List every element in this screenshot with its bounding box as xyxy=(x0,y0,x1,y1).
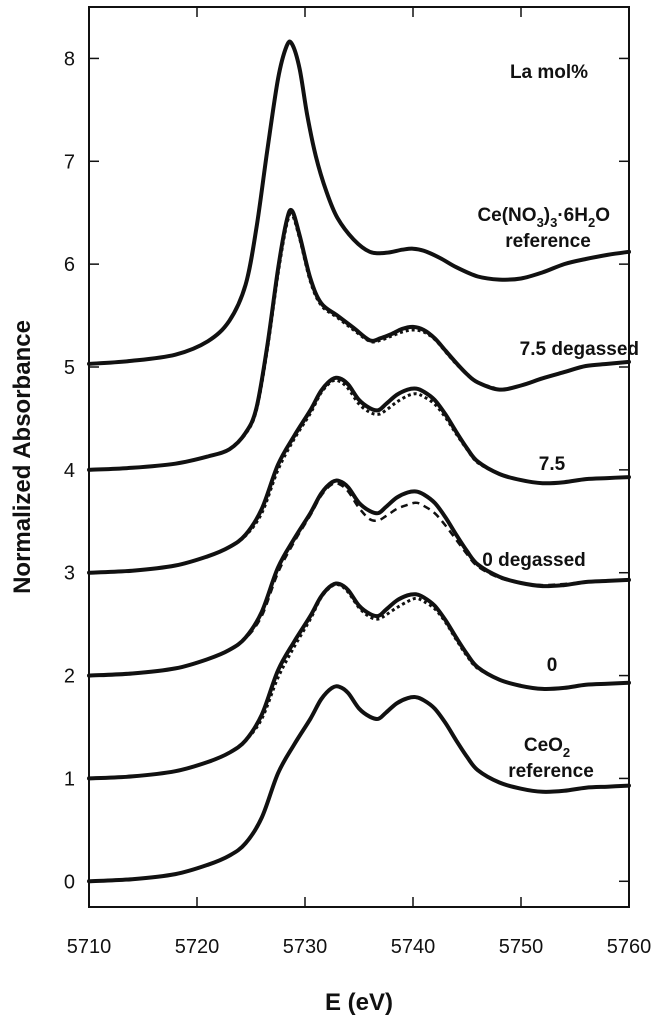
series-line-3 xyxy=(87,375,631,575)
label-0: 0 xyxy=(547,655,558,676)
x-tick-label: 5740 xyxy=(391,936,436,958)
label-cenitrate: Ce(NO3)3·6H2O xyxy=(477,205,610,230)
label-cenitrate-reference: reference xyxy=(505,231,591,252)
y-tick-label: 6 xyxy=(64,254,75,276)
y-tick-label: 1 xyxy=(64,768,75,790)
x-tick-label: 5730 xyxy=(283,936,328,958)
legend-title: La mol% xyxy=(510,62,588,83)
label-0-degassed: 0 degassed xyxy=(482,550,586,571)
x-axis-title: E (eV) xyxy=(325,989,393,1016)
series-line-6 xyxy=(228,582,501,754)
label-7-5-degassed: 7.5 degassed xyxy=(520,339,639,360)
y-tick-label: 2 xyxy=(64,666,75,688)
x-tick-label: 5720 xyxy=(175,936,220,958)
series-line-1 xyxy=(87,581,631,781)
series-line-0 xyxy=(87,684,631,884)
y-tick-label: 0 xyxy=(64,871,75,893)
series-line-5 xyxy=(87,39,631,366)
series-line-8 xyxy=(228,378,501,549)
ticks: 5710 5720 5730 5740 5750 5760 0 1 2 3 4 5 6 7 8 xyxy=(64,7,651,958)
y-tick-label: 8 xyxy=(64,48,75,70)
y-axis-title: Normalized Absorbance xyxy=(9,320,36,594)
label-ceo2-reference: reference xyxy=(508,761,594,782)
x-tick-label: 5760 xyxy=(607,936,652,958)
series-line-9 xyxy=(228,212,500,451)
series-line-4 xyxy=(87,207,631,472)
y-tick-label: 3 xyxy=(64,563,75,585)
label-ceo2: CeO2 xyxy=(524,735,570,760)
x-tick-label: 5750 xyxy=(499,936,544,958)
y-tick-label: 4 xyxy=(64,460,75,482)
series-layer xyxy=(87,39,631,884)
label-7-5: 7.5 xyxy=(539,454,566,475)
y-tick-label: 5 xyxy=(64,357,75,379)
x-tick-label: 5710 xyxy=(67,936,112,958)
y-tick-label: 7 xyxy=(64,151,75,173)
series-line-2 xyxy=(87,478,631,678)
plot-frame xyxy=(88,6,630,908)
series-line-7 xyxy=(228,481,630,651)
